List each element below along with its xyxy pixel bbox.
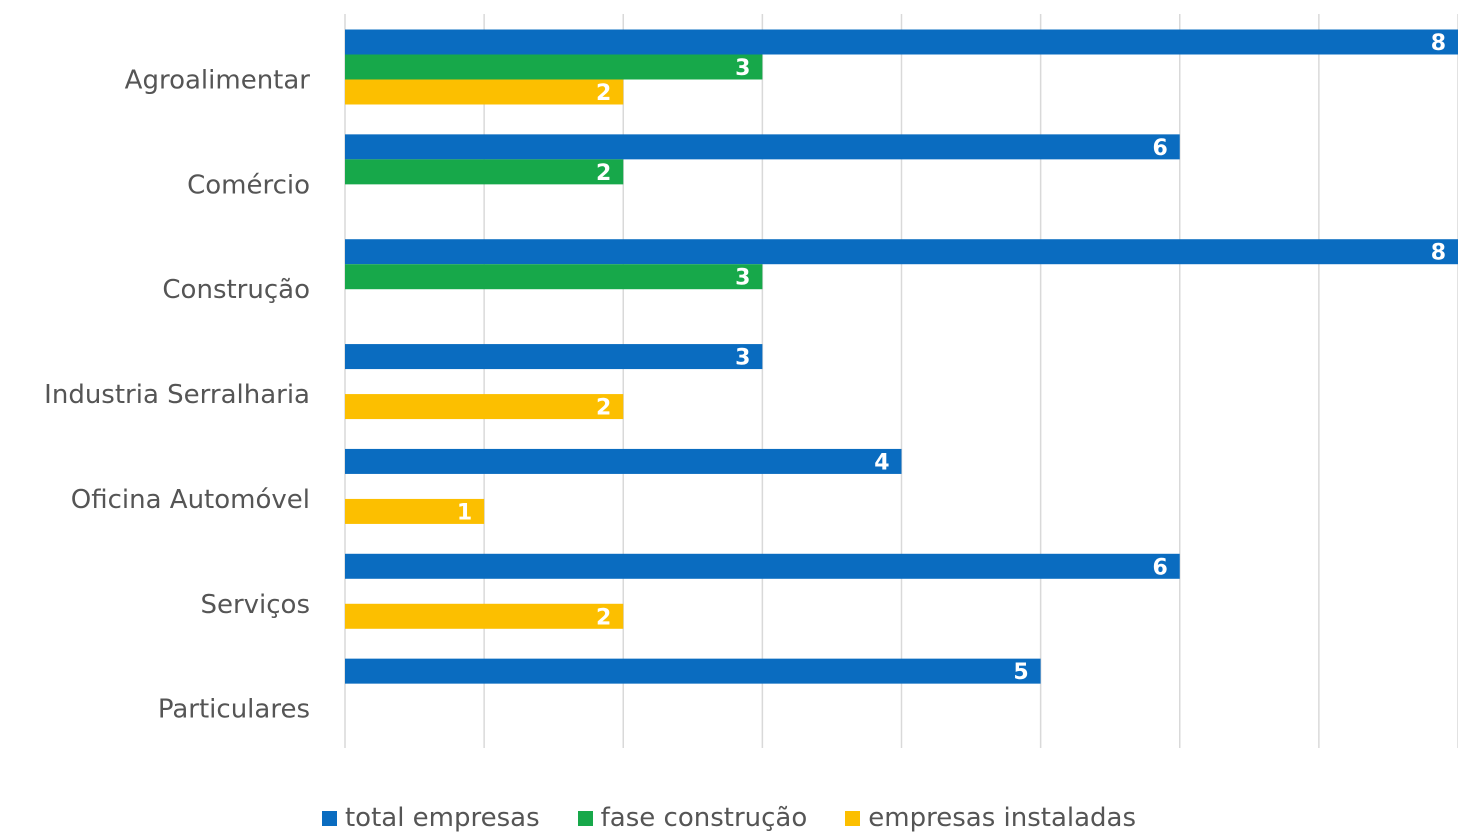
legend-item: fase construção xyxy=(577,803,808,833)
data-label: 1 xyxy=(457,500,472,525)
category-label: Serviços xyxy=(200,590,310,620)
bar xyxy=(345,344,763,370)
data-label: 4 xyxy=(874,450,889,475)
data-label: 2 xyxy=(596,605,611,630)
category-label: Industria Serralharia xyxy=(44,380,310,410)
category-labels: Agroalimentar Comércio Construção Industria… xyxy=(44,66,310,725)
data-label: 3 xyxy=(735,266,750,291)
data-labels: 8 3 2 6 2 8 3 3 2 4 1 6 2 5 xyxy=(457,31,1446,685)
bar xyxy=(345,553,1180,579)
legend: total empresas fase construção empresas in… xyxy=(0,800,1458,836)
bar xyxy=(345,498,485,524)
category-label: Comércio xyxy=(187,170,310,200)
bar xyxy=(345,79,624,105)
bar xyxy=(345,658,1041,684)
legend-label: empresas instaladas xyxy=(868,803,1137,833)
bar xyxy=(345,239,1458,265)
bar xyxy=(345,134,1180,160)
data-label: 3 xyxy=(735,346,750,371)
data-label: 6 xyxy=(1152,136,1167,161)
data-label: 8 xyxy=(1431,241,1446,266)
data-label: 6 xyxy=(1152,555,1167,580)
category-label: Oficina Automóvel xyxy=(71,485,310,515)
legend-label: total empresas xyxy=(344,803,540,833)
bar xyxy=(345,54,763,80)
data-label: 2 xyxy=(596,81,611,106)
legend-item: empresas instaladas xyxy=(845,803,1136,833)
category-label: Construção xyxy=(162,275,310,305)
data-label: 2 xyxy=(596,161,611,186)
data-label: 8 xyxy=(1431,31,1446,56)
data-label: 3 xyxy=(735,56,750,81)
category-label: Particulares xyxy=(158,695,310,725)
category-label: Agroalimentar xyxy=(125,66,311,96)
legend-label: fase construção xyxy=(600,803,808,833)
bar xyxy=(345,159,624,185)
bar xyxy=(345,264,763,290)
bar xyxy=(345,603,624,629)
legend-item: total empresas xyxy=(321,803,540,833)
data-label: 2 xyxy=(596,396,611,421)
legend-swatch xyxy=(577,810,593,826)
bar xyxy=(345,394,624,420)
legend-swatch xyxy=(845,810,861,826)
bar-chart: Agroalimentar Comércio Construção Industria… xyxy=(44,14,1458,748)
bars xyxy=(345,29,1458,684)
data-label: 5 xyxy=(1013,660,1028,685)
gridlines xyxy=(344,14,1458,748)
legend-swatch xyxy=(321,810,337,826)
bar xyxy=(345,29,1458,55)
bar xyxy=(345,448,902,474)
